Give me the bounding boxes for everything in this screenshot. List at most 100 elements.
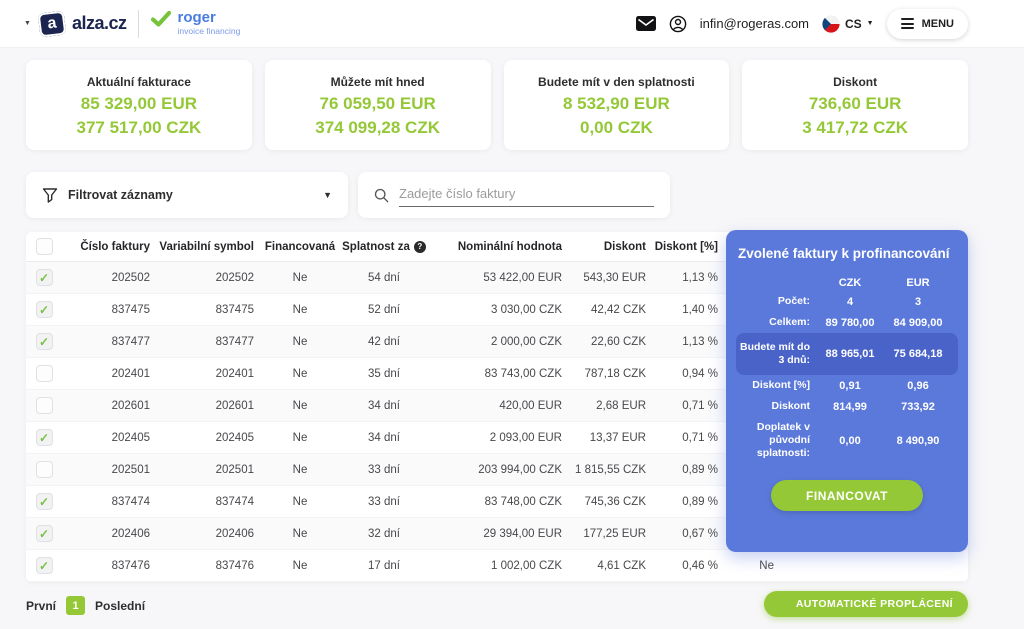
panel-row-eur-value: 0,96 <box>907 379 929 392</box>
cell-financed: Ne <box>292 303 308 316</box>
summary-card-eur-value: 736,60 EUR <box>808 94 902 113</box>
row-checkbox[interactable]: ✓ <box>35 557 53 574</box>
cell-discount-pct: 0,67 % <box>682 527 718 540</box>
cell-invoice-number: 202501 <box>111 463 150 476</box>
row-checkbox[interactable] <box>35 461 53 478</box>
cell-discount: 1 815,55 CZK <box>575 463 646 476</box>
pagination-first[interactable]: První <box>26 598 57 613</box>
cell-financed: Ne <box>292 495 308 508</box>
col-financed: Financovaná <box>264 240 336 253</box>
summary-card-title: Diskont <box>833 75 878 89</box>
row-checkbox[interactable]: ✓ <box>35 269 53 286</box>
cell-discount: 13,37 EUR <box>589 431 646 444</box>
summary-card: Můžete mít hned 76 059,50 EUR 374 099,28… <box>264 60 491 150</box>
cell-discount-pct: 1,13 % <box>682 335 718 348</box>
filter-dropdown[interactable]: Filtrovat záznamy ▼ <box>26 172 348 218</box>
automatic-payout-button[interactable]: AUTOMATICKÉ PROPLÁCENÍ <box>763 591 968 617</box>
cell-due-in: 34 dní <box>368 399 400 412</box>
panel-row-label: Budete mít do 3 dnů: <box>740 341 810 366</box>
panel-row: Diskont [%] 0,91 0,96 <box>736 375 958 396</box>
panel-row: Celkem: 89 780,00 84 909,00 <box>736 312 958 333</box>
row-checkbox[interactable] <box>35 397 53 414</box>
panel-row-czk-value: 88 965,01 <box>825 348 875 360</box>
row-checkbox[interactable]: ✓ <box>35 429 53 446</box>
alza-logo-icon: a <box>37 10 67 37</box>
panel-rows: CZK EUR Počet: 4 3 Celkem: 89 780,00 84 … <box>736 273 958 464</box>
help-icon[interactable]: ? <box>413 240 426 253</box>
language-caret-icon: ▼ <box>866 20 874 27</box>
cell-nominal-value: 53 422,00 EUR <box>483 271 562 284</box>
row-checkbox[interactable]: ✓ <box>35 525 53 542</box>
panel-row: Počet: 4 3 <box>736 291 958 312</box>
cell-discount-pct: 1,40 % <box>682 303 718 316</box>
cell-discount: 42,42 CZK <box>591 303 646 316</box>
pagination: První 1 Poslední <box>26 596 145 615</box>
cell-invoice-number: 837474 <box>111 495 150 508</box>
cell-financed: Ne <box>292 431 308 444</box>
cell-discount-pct: 0,71 % <box>682 431 718 444</box>
menu-button[interactable]: MENU <box>886 8 968 39</box>
cell-due-in: 52 dní <box>368 303 400 316</box>
selected-invoices-panel: Zvolené faktury k profinancování CZK EUR… <box>726 230 968 552</box>
panel-row-label: Počet: <box>777 295 810 307</box>
invoice-search-input[interactable] <box>399 183 654 207</box>
finance-button[interactable]: FINANCOVAT <box>771 480 923 511</box>
cell-variable-symbol: 202406 <box>215 527 254 540</box>
user-email[interactable]: infin@rogeras.com <box>699 16 809 31</box>
cell-variable-symbol: 837477 <box>215 335 254 348</box>
summary-card-czk-value: 3 417,72 CZK <box>802 118 909 137</box>
filter-caret-icon: ▼ <box>323 190 332 200</box>
header-actions: infin@rogeras.com CS ▼ MENU <box>635 8 968 39</box>
roger-logo-text: roger <box>177 9 216 26</box>
cell-due-in: 54 dní <box>368 271 400 284</box>
header-logo-group: ▼ a alza.cz roger invoice financing <box>24 9 240 38</box>
mail-icon[interactable] <box>635 16 656 31</box>
row-checkbox[interactable]: ✓ <box>35 301 53 318</box>
cell-invoice-number: 837476 <box>111 559 150 572</box>
panel-row-eur-value: 84 909,00 <box>893 316 943 329</box>
cell-financed: Ne <box>292 463 308 476</box>
panel-row-label: Diskont [%] <box>752 379 810 391</box>
checkmark-icon: ✓ <box>38 558 50 573</box>
cell-due-in: 33 dní <box>368 495 400 508</box>
cell-due-in: 35 dní <box>368 367 400 380</box>
cell-financed: Ne <box>292 271 308 284</box>
cell-discount: 2,68 EUR <box>596 399 646 412</box>
row-checkbox[interactable]: ✓ <box>35 333 53 350</box>
cell-offset: Ne <box>759 559 774 572</box>
cell-nominal-value: 2 000,00 CZK <box>491 335 562 348</box>
cell-nominal-value: 420,00 EUR <box>499 399 562 412</box>
cell-financed: Ne <box>292 527 308 540</box>
cell-due-in: 34 dní <box>368 431 400 444</box>
checkmark-icon: ✓ <box>38 494 50 509</box>
select-all-checkbox[interactable] <box>35 238 53 255</box>
user-account-icon[interactable] <box>669 15 687 33</box>
company-switcher-caret-icon[interactable]: ▼ <box>24 20 31 27</box>
pagination-page-1[interactable]: 1 <box>66 596 86 615</box>
top-header: ▼ a alza.cz roger invoice financing infi… <box>0 0 1024 48</box>
cell-financed: Ne <box>292 559 308 572</box>
language-selector[interactable]: CS ▼ <box>822 14 874 33</box>
row-checkbox[interactable] <box>35 365 53 382</box>
table-row: 202401 202401 Ne 35 dní 83 743,00 CZK 78… <box>26 358 968 390</box>
cell-variable-symbol: 837476 <box>215 559 254 572</box>
col-due-in: Splatnost za ? <box>338 240 430 253</box>
cell-discount: 745,36 CZK <box>584 495 646 508</box>
panel-col-eur: EUR <box>906 277 930 289</box>
cell-variable-symbol: 202401 <box>215 367 254 380</box>
cell-nominal-value: 2 093,00 EUR <box>489 431 562 444</box>
panel-row-eur-value: 733,92 <box>901 400 935 413</box>
cell-variable-symbol: 837475 <box>215 303 254 316</box>
cell-variable-symbol: 202601 <box>215 399 254 412</box>
cell-invoice-number: 202401 <box>111 367 150 380</box>
cell-nominal-value: 83 748,00 CZK <box>484 495 562 508</box>
cell-nominal-value: 29 394,00 EUR <box>483 527 562 540</box>
funnel-icon <box>42 187 58 204</box>
summary-card-eur-value: 76 059,50 EUR <box>319 94 436 113</box>
roger-check-icon <box>151 10 172 32</box>
pagination-last[interactable]: Poslední <box>95 598 146 613</box>
row-checkbox[interactable]: ✓ <box>35 493 53 510</box>
cell-discount-pct: 0,94 % <box>682 367 718 380</box>
search-box <box>358 172 670 218</box>
cell-due-in: 32 dní <box>368 527 400 540</box>
